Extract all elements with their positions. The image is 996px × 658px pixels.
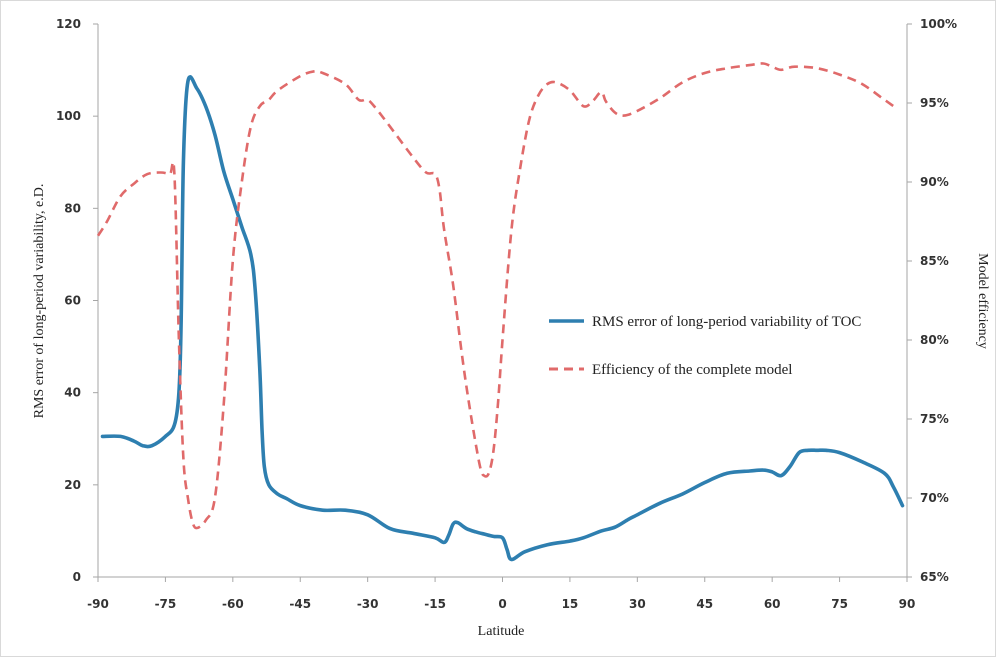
x-tick-label: 15: [562, 597, 579, 611]
legend-label-rms: RMS error of long-period variability of …: [592, 314, 861, 330]
series-line-model-efficiency: [96, 62, 899, 530]
y-tick-label: 0: [73, 570, 81, 584]
x-tick-label: -90: [87, 597, 109, 611]
y-tick-label: 120: [56, 17, 81, 31]
x-tick-label: 45: [696, 597, 713, 611]
legend: RMS error of long-period variability of …: [549, 314, 861, 378]
legend-label-efficiency: Efficiency of the complete model: [592, 362, 792, 378]
x-tick-label: 60: [764, 597, 781, 611]
y2-tick-label: 90%: [920, 175, 949, 189]
y-tick-label: 20: [64, 478, 81, 492]
y2-tick-label: 100%: [920, 17, 957, 31]
x-tick-label: -30: [357, 597, 379, 611]
axes-group: [97, 24, 908, 578]
y2-axis-title: Model efficiency: [975, 253, 990, 349]
x-tick-label: -75: [155, 597, 177, 611]
y2-tick-label: 80%: [920, 333, 949, 347]
x-tick-label: -60: [222, 597, 244, 611]
y2-tick-label: 75%: [920, 412, 949, 426]
y-tick-label: 60: [64, 294, 81, 308]
y-tick-label: 100: [56, 109, 81, 123]
x-tick-label: 75: [831, 597, 848, 611]
y2-tick-label: 95%: [920, 96, 949, 110]
x-axis-title: Latitude: [478, 624, 525, 639]
x-tick-label: 0: [498, 597, 506, 611]
x-tick-label: 90: [899, 597, 916, 611]
ticks-group: -90 -75 -60 -45 -30 -15 0 15 30 45 60 75 90 0 20 40 60 80…: [56, 17, 957, 611]
x-tick-label: -15: [424, 597, 446, 611]
series-line-rms-error: [100, 75, 905, 562]
x-tick-label: -45: [289, 597, 311, 611]
y2-tick-label: 70%: [920, 491, 949, 505]
y2-tick-label: 65%: [920, 570, 949, 584]
y2-tick-label: 85%: [920, 254, 949, 268]
x-tick-label: 30: [629, 597, 646, 611]
y-tick-label: 80: [64, 201, 81, 215]
series-group: [96, 62, 905, 562]
y-axis-title: RMS error of long-period variability, e.…: [32, 184, 47, 419]
y-tick-label: 40: [64, 386, 81, 400]
